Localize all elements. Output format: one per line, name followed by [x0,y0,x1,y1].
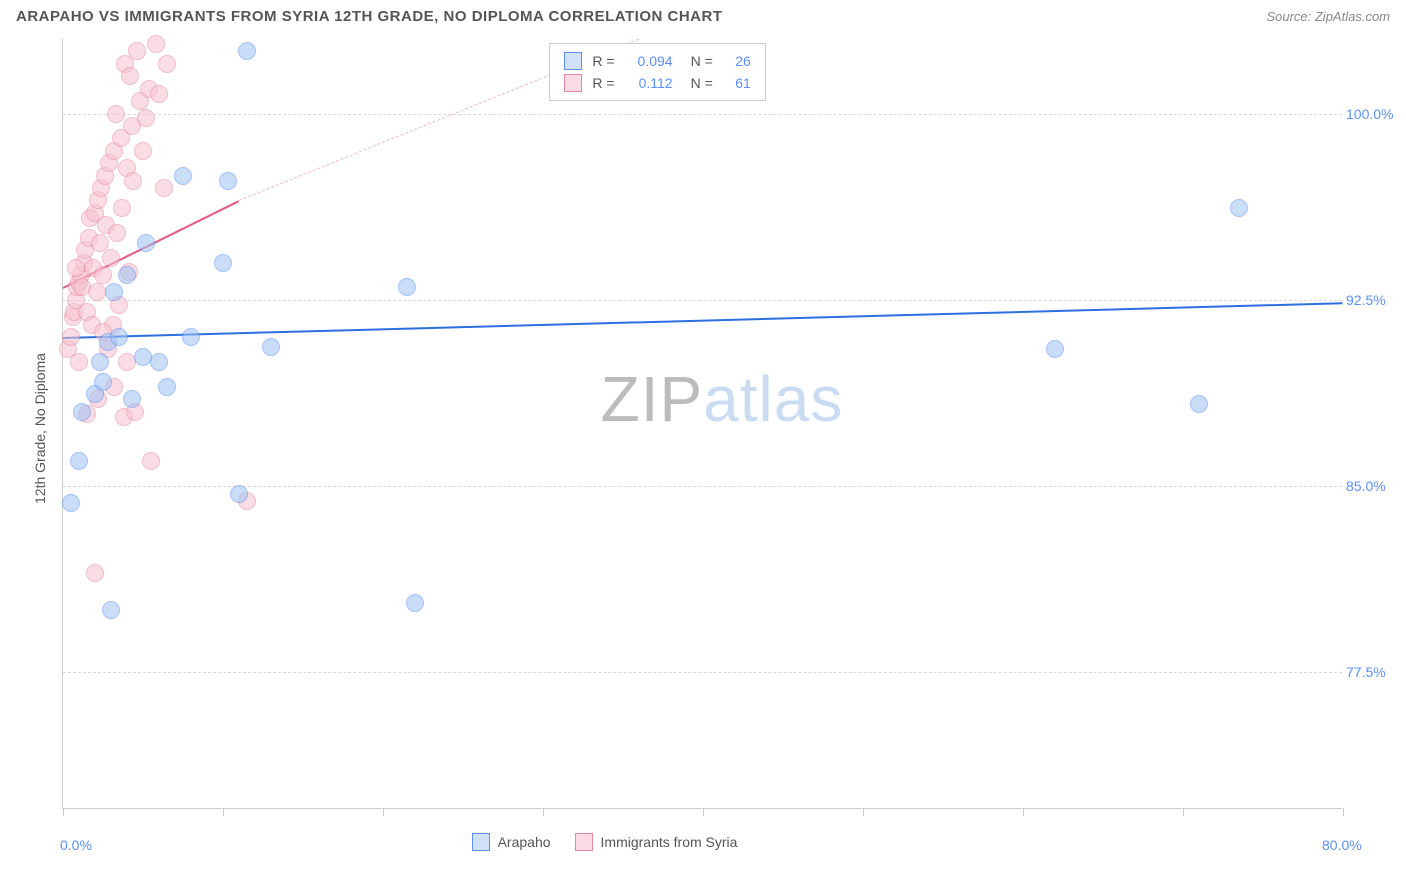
r-value: 0.112 [625,72,673,94]
scatter-point [142,452,160,470]
x-max-label: 80.0% [1322,837,1362,853]
scatter-point [67,259,85,277]
scatter-point [107,105,125,123]
scatter-point [406,594,424,612]
scatter-point [137,109,155,127]
scatter-point [94,373,112,391]
scatter-point [62,494,80,512]
scatter-point [118,266,136,284]
scatter-point [105,283,123,301]
legend-item: Immigrants from Syria [575,833,738,851]
gridline [63,486,1342,487]
scatter-point [398,278,416,296]
x-tick [1023,808,1024,816]
scatter-point [158,378,176,396]
stats-legend: R = 0.094 N = 26 R = 0.112 N = 61 [549,43,765,101]
n-value: 61 [723,72,751,94]
scatter-point [214,254,232,272]
gridline [63,300,1342,301]
scatter-point [86,564,104,582]
x-tick [1343,808,1344,816]
watermark: ZIPatlas [601,362,844,436]
legend-item: Arapaho [472,833,551,851]
scatter-point [238,42,256,60]
scatter-point [1190,395,1208,413]
scatter-point [91,353,109,371]
r-value: 0.094 [625,50,673,72]
trend-line [63,302,1343,339]
x-tick [863,808,864,816]
scatter-point [62,328,80,346]
scatter-point [108,224,126,242]
x-tick [63,808,64,816]
r-label: R = [592,50,614,72]
chart-title: ARAPAHO VS IMMIGRANTS FROM SYRIA 12TH GR… [16,8,723,25]
gridline [63,114,1342,115]
y-tick-label: 100.0% [1346,106,1404,122]
stats-legend-row: R = 0.094 N = 26 [564,50,750,72]
n-label: N = [691,50,713,72]
x-tick [1183,808,1184,816]
scatter-point [147,35,165,53]
scatter-point [88,283,106,301]
stats-legend-row: R = 0.112 N = 61 [564,72,750,94]
scatter-point [155,179,173,197]
y-axis-title: 12th Grade, No Diploma [32,353,48,504]
y-tick-label: 77.5% [1346,664,1404,680]
scatter-point [73,403,91,421]
gridline [63,672,1342,673]
chart-container: 12th Grade, No Diploma 77.5%85.0%92.5%10… [16,29,1386,839]
source-label: Source: ZipAtlas.com [1266,9,1390,24]
scatter-point [102,249,120,267]
scatter-point [94,266,112,284]
y-tick-label: 85.0% [1346,478,1404,494]
scatter-point [262,338,280,356]
scatter-point [230,485,248,503]
scatter-point [110,328,128,346]
legend-label: Arapaho [498,834,551,850]
scatter-point [174,167,192,185]
x-origin-label: 0.0% [60,837,92,853]
legend-swatch [472,833,490,851]
legend-label: Immigrants from Syria [601,834,738,850]
scatter-point [1046,340,1064,358]
bottom-legend: Arapaho Immigrants from Syria [472,833,738,851]
scatter-point [150,353,168,371]
scatter-point [123,390,141,408]
scatter-point [134,142,152,160]
n-label: N = [691,72,713,94]
x-tick [543,808,544,816]
scatter-point [150,85,168,103]
legend-swatch [575,833,593,851]
scatter-point [182,328,200,346]
legend-swatch [564,52,582,70]
x-tick [223,808,224,816]
scatter-point [219,172,237,190]
y-tick-label: 92.5% [1346,292,1404,308]
scatter-point [1230,199,1248,217]
scatter-point [137,234,155,252]
x-tick [383,808,384,816]
scatter-point [70,452,88,470]
x-tick [703,808,704,816]
n-value: 26 [723,50,751,72]
scatter-point [121,67,139,85]
scatter-point [158,55,176,73]
scatter-point [113,199,131,217]
plot-area: 77.5%85.0%92.5%100.0%ZIPatlasR =0.094N =… [62,39,1342,809]
r-label: R = [592,72,614,94]
scatter-point [70,353,88,371]
scatter-point [102,601,120,619]
scatter-point [128,42,146,60]
legend-swatch [564,74,582,92]
scatter-point [124,172,142,190]
